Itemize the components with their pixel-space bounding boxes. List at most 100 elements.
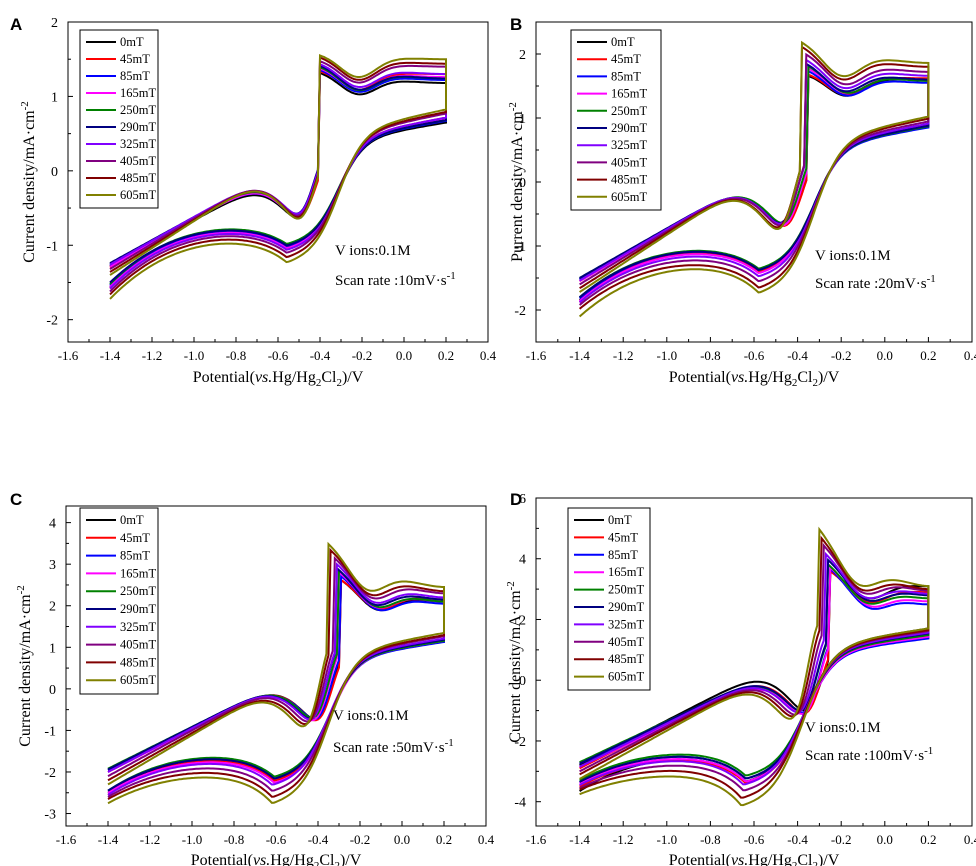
- y-tick-label: 0: [49, 683, 56, 698]
- legend-label-250mT: 250mT: [120, 584, 156, 598]
- x-tick-label: -1.6: [56, 832, 77, 847]
- y-tick-label: -2: [514, 304, 526, 319]
- legend-label-325mT: 325mT: [120, 620, 156, 634]
- legend-label-605mT: 605mT: [608, 670, 644, 684]
- y-tick-label: 2: [49, 600, 56, 615]
- y-tick-label: 2: [519, 48, 526, 63]
- legend-label-85mT: 85mT: [120, 549, 150, 563]
- y-tick-label: -4: [514, 796, 526, 811]
- x-tick-label: 0.0: [396, 348, 412, 363]
- panel-b: B -1.6 -1.4 -1.2 -1.0 -0.8 -0.6 -0.4 -0.2 0.0 0.2 0…: [507, 15, 976, 389]
- panel-letter: C: [10, 490, 22, 509]
- legend-label-45mT: 45mT: [611, 52, 641, 66]
- x-tick-label: -0.6: [266, 832, 287, 847]
- x-tick-label: -1.2: [613, 348, 634, 363]
- legend-label-250mT: 250mT: [120, 103, 156, 117]
- x-tick-label: -1.0: [182, 832, 203, 847]
- legend-label-45mT: 45mT: [608, 530, 638, 544]
- legend-label-290mT: 290mT: [611, 121, 647, 135]
- y-tick-label: 6: [519, 492, 526, 507]
- legend-label-290mT: 290mT: [120, 602, 156, 616]
- annotation-scan-rate: Scan rate :20mV·s-1: [815, 273, 936, 292]
- annotation-v-ions: V ions:0.1M: [335, 243, 411, 259]
- x-tick-label: -0.4: [787, 832, 808, 847]
- y-tick-label: 1: [519, 112, 526, 127]
- x-tick-label: -0.8: [700, 832, 721, 847]
- legend-label-250mT: 250mT: [608, 583, 644, 597]
- legend: 0mT 45mT 85mT 165mT 250mT 290mT 325mT 405mT 485m…: [567, 507, 651, 691]
- x-tick-label: -0.8: [226, 348, 247, 363]
- annotation-scan-rate: Scan rate :10mV·s-1: [335, 270, 456, 289]
- legend-label-85mT: 85mT: [120, 69, 150, 83]
- x-tick-label: -1.6: [58, 348, 79, 363]
- series-605mT: [107, 541, 445, 805]
- x-tick-label: -1.0: [657, 348, 678, 363]
- panel-c: C -1.6 -1.4 -1.2 -1.0 -0.8 -0.6 -0.4 -0.2 0.0 0.2 0…: [10, 490, 495, 866]
- legend-label-405mT: 405mT: [120, 638, 156, 652]
- annotation-scan-rate: Scan rate :100mV·s-1: [805, 745, 933, 764]
- y-axis-title: Current density/mA·cm-2: [505, 581, 524, 743]
- annotation-v-ions: V ions:0.1M: [815, 248, 891, 264]
- x-tick-label: -1.4: [569, 832, 590, 847]
- y-tick-label: 1: [51, 90, 58, 105]
- y-tick-label: 4: [49, 517, 56, 532]
- legend-label-0mT: 0mT: [120, 35, 144, 49]
- legend-label-165mT: 165mT: [120, 86, 156, 100]
- x-tick-label: 0.2: [438, 348, 454, 363]
- legend-label-85mT: 85mT: [611, 69, 641, 83]
- series-605mT: [109, 54, 447, 300]
- x-tick-label: -0.8: [224, 832, 245, 847]
- y-tick-label: -1: [46, 239, 58, 254]
- x-tick-label: -0.4: [308, 832, 329, 847]
- x-axis-title: Potential(vs.Hg/Hg2Cl2)/V: [191, 852, 362, 866]
- cv-curves: [579, 526, 930, 807]
- legend-label-290mT: 290mT: [608, 600, 644, 614]
- legend-label-485mT: 485mT: [120, 655, 156, 669]
- legend: 0mT 45mT 85mT 165mT 250mT 290mT 325mT 405mT 485m…: [79, 29, 159, 209]
- x-tick-label: 0.2: [920, 348, 936, 363]
- y-tick-label: 1: [49, 641, 56, 656]
- x-tick-label: -0.2: [352, 348, 373, 363]
- y-tick-label: -1: [44, 724, 56, 739]
- panel-d: D -1.6 -1.4 -1.2 -1.0 -0.8 -0.6 -0.4 -0.2 0.0 0.2 0…: [505, 490, 976, 866]
- x-tick-label: -1.6: [526, 348, 547, 363]
- legend-label-290mT: 290mT: [120, 120, 156, 134]
- panel-a: A -1.6 -1.4 -1.2 -1.0 -0.8 -0.6 -0.4 -0.2 0.0 0.2 0…: [10, 15, 497, 389]
- legend-label-485mT: 485mT: [608, 652, 644, 666]
- y-tick-label: 2: [51, 16, 58, 31]
- series-605mT: [579, 526, 930, 807]
- y-tick-label: 0: [519, 674, 526, 689]
- legend-label-165mT: 165mT: [608, 565, 644, 579]
- y-tick-label: 4: [519, 553, 526, 568]
- y-axis-title: Purrent density/mA·cm-2: [507, 102, 526, 262]
- cv-curves: [578, 40, 930, 318]
- x-tick-label: -0.2: [831, 832, 852, 847]
- annotation-v-ions: V ions:0.1M: [333, 708, 409, 724]
- legend-label-85mT: 85mT: [608, 548, 638, 562]
- x-tick-label: -1.0: [657, 832, 678, 847]
- x-tick-label: 0.0: [877, 832, 893, 847]
- x-tick-label: -0.6: [268, 348, 289, 363]
- x-axis-title: Potential(vs.Hg/Hg2Cl2)/V: [669, 852, 840, 866]
- legend-label-0mT: 0mT: [120, 513, 144, 527]
- x-tick-label: 0.0: [394, 832, 410, 847]
- legend-label-605mT: 605mT: [120, 673, 156, 687]
- y-tick-label: -3: [44, 808, 56, 823]
- legend-label-325mT: 325mT: [611, 138, 647, 152]
- legend-label-485mT: 485mT: [611, 173, 647, 187]
- x-tick-label: -0.6: [744, 348, 765, 363]
- y-axis-title: Current density/mA·cm-2: [15, 585, 34, 747]
- legend-label-605mT: 605mT: [120, 188, 156, 202]
- x-tick-label: -0.2: [831, 348, 852, 363]
- x-tick-label: 0.4: [964, 348, 976, 363]
- x-tick-label: -1.6: [526, 832, 547, 847]
- annotation-v-ions: V ions:0.1M: [805, 720, 881, 736]
- y-axis-title: Current density/mA·cm-2: [19, 101, 38, 263]
- x-tick-label: -1.0: [184, 348, 205, 363]
- legend-label-405mT: 405mT: [611, 155, 647, 169]
- legend-label-45mT: 45mT: [120, 52, 150, 66]
- y-tick-label: -2: [514, 735, 526, 750]
- series-605mT: [578, 40, 930, 318]
- x-tick-label: -1.2: [613, 832, 634, 847]
- legend: 0mT 45mT 85mT 165mT 250mT 290mT 325mT 405mT 485m…: [570, 29, 662, 211]
